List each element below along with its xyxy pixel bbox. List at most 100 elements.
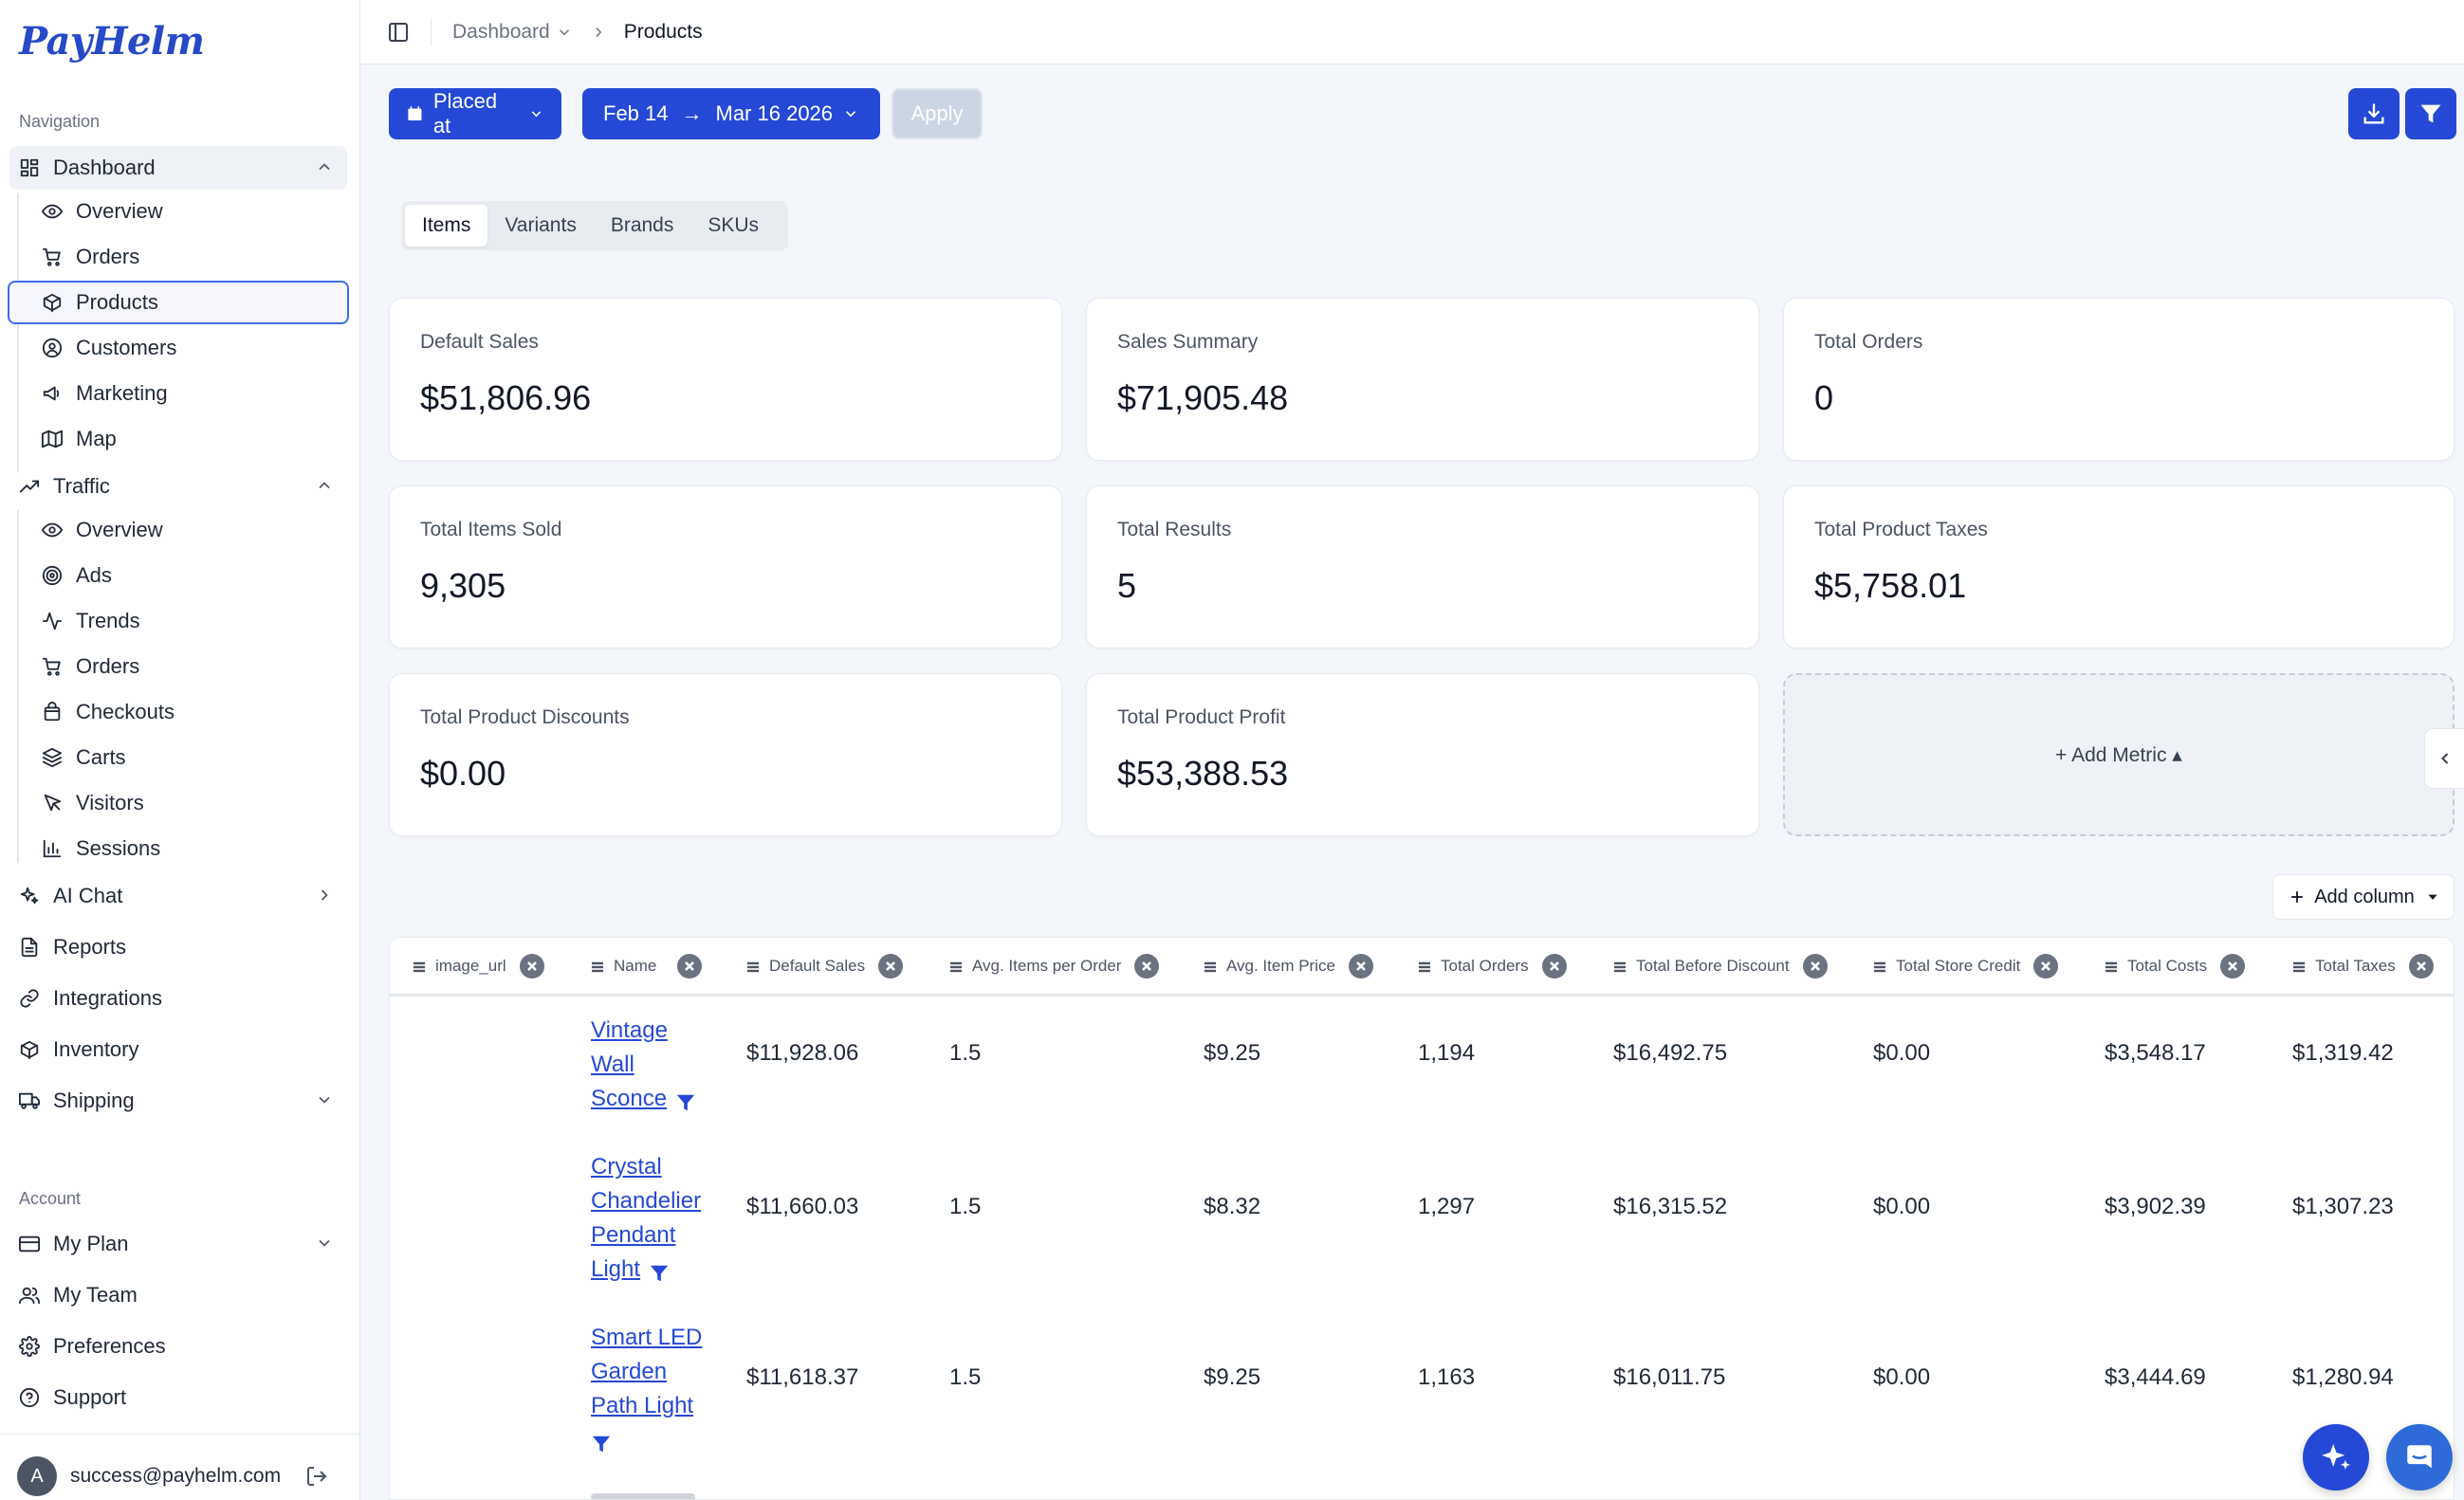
drag-handle-icon[interactable] [1418,960,1431,973]
chat-support-button[interactable] [2386,1424,2453,1491]
product-name-link-line[interactable]: Crystal [591,1154,662,1180]
drag-handle-icon[interactable] [2105,960,2118,973]
sidebar-item-trends[interactable]: Trends [9,599,347,643]
remove-column-icon[interactable] [1134,954,1160,979]
product-name-link-line[interactable]: Pendant [591,1222,676,1248]
product-name-link-line[interactable]: Wall [591,1052,634,1077]
remove-column-icon[interactable] [2408,954,2434,979]
date-range-picker[interactable]: Feb 14 → Mar 16 2026 [582,88,880,139]
sidebar-item-dashboard-orders[interactable]: Orders [9,235,347,279]
remove-column-icon[interactable] [878,954,904,979]
metric-card-total-product-profit[interactable]: Total Product Profit $53,388.53 [1086,673,1759,836]
tab-items[interactable]: Items [405,205,488,247]
drag-handle-icon[interactable] [746,960,760,973]
drag-handle-icon[interactable] [2292,960,2306,973]
sidebar-item-my-plan[interactable]: My Plan [9,1222,347,1266]
remove-column-icon[interactable] [1348,954,1373,979]
sidebar-item-marketing[interactable]: Marketing [9,372,347,415]
sidebar-item-visitors[interactable]: Visitors [9,781,347,825]
apply-button[interactable]: Apply [892,88,983,139]
remove-column-icon[interactable] [2033,954,2059,979]
drag-handle-icon[interactable] [1204,960,1217,973]
remove-column-icon[interactable] [677,954,703,979]
column-header-avg-item-price[interactable]: Avg. Item Price [1204,938,1373,995]
column-header-total-store-credit[interactable]: Total Store Credit [1873,938,2059,995]
sidebar-item-dashboard-overview[interactable]: Overview [9,190,347,233]
sidebar-item-traffic-overview[interactable]: Overview [9,508,347,552]
sidebar-item-traffic-orders[interactable]: Orders [9,645,347,688]
metric-card-total-product-discounts[interactable]: Total Product Discounts $0.00 [389,673,1062,836]
sidebar-item-traffic[interactable]: Traffic [9,465,347,508]
sidebar-item-integrations[interactable]: Integrations [9,977,347,1020]
product-name-cell[interactable]: Vintage Wall Sconce [591,1014,714,1116]
chevron-down-icon[interactable] [315,1090,334,1109]
download-button[interactable] [2348,88,2400,139]
sidebar-item-products[interactable]: Products [8,281,349,324]
product-name-link-line[interactable]: Chandelier [591,1188,702,1214]
product-name-link-line[interactable]: Sconce [591,1086,668,1111]
sidebar-item-ads[interactable]: Ads [9,554,347,597]
column-header-name[interactable]: Name [591,938,703,995]
sidebar-item-checkouts[interactable]: Checkouts [9,690,347,734]
add-column-button[interactable]: Add column [2272,874,2455,920]
sidebar-item-my-team[interactable]: My Team [9,1273,347,1317]
product-name-link-line[interactable]: Smart LED [591,1325,703,1350]
chevron-down-icon[interactable] [315,1234,334,1253]
funnel-icon[interactable] [675,1089,696,1110]
drag-handle-icon[interactable] [1873,960,1886,973]
sidebar-item-support[interactable]: Support [9,1376,347,1419]
column-header-default-sales[interactable]: Default Sales [746,938,904,995]
column-header-avg-items-per-order[interactable]: Avg. Items per Order [949,938,1160,995]
avatar[interactable]: A [17,1456,57,1496]
sidebar-item-ai-chat[interactable]: AI Chat [9,874,347,918]
product-name-link-line[interactable]: Path Light [591,1393,694,1418]
ai-assistant-button[interactable] [2303,1424,2369,1491]
payhelm-logo[interactable]: PayHelm [19,19,205,64]
metric-card-total-orders[interactable]: Total Orders 0 [1783,298,2455,461]
add-metric-button[interactable]: + Add Metric ▴ [1783,673,2455,836]
metric-card-total-items-sold[interactable]: Total Items Sold 9,305 [389,485,1062,649]
column-header-total-orders[interactable]: Total Orders [1418,938,1567,995]
remove-column-icon[interactable] [1802,954,1828,979]
funnel-icon[interactable] [591,1431,612,1452]
column-header-total-costs[interactable]: Total Costs [2105,938,2246,995]
sidebar-item-customers[interactable]: Customers [9,326,347,370]
chevron-right-icon[interactable] [315,886,334,905]
chevron-up-icon[interactable] [315,157,334,176]
chevron-up-icon[interactable] [315,476,334,495]
sidebar-item-carts[interactable]: Carts [9,736,347,779]
logout-icon[interactable] [305,1465,328,1488]
filter-button[interactable] [2405,88,2456,139]
product-name-link-line[interactable]: Vintage [591,1017,668,1043]
sidebar-item-map[interactable]: Map [9,417,347,461]
product-name-cell[interactable]: Smart LED Garden Path Light [591,1321,714,1457]
tab-skus[interactable]: SKUs [708,214,760,236]
tab-variants[interactable]: Variants [505,214,577,236]
sidebar-toggle-icon[interactable] [387,21,410,44]
drag-handle-icon[interactable] [413,960,426,973]
column-header-total-before-discount[interactable]: Total Before Discount [1613,938,1828,995]
sidebar-item-reports[interactable]: Reports [9,925,347,969]
sidebar-item-preferences[interactable]: Preferences [9,1325,347,1368]
metric-card-default-sales[interactable]: Default Sales $51,806.96 [389,298,1062,461]
sidebar-item-dashboard[interactable]: Dashboard [9,146,347,190]
metric-card-total-results[interactable]: Total Results 5 [1086,485,1759,649]
metric-card-total-product-taxes[interactable]: Total Product Taxes $5,758.01 [1783,485,2455,649]
product-name-link-line[interactable]: Garden [591,1359,668,1384]
sidebar-item-sessions[interactable]: Sessions [9,827,347,870]
tab-brands[interactable]: Brands [610,214,674,236]
drag-handle-icon[interactable] [591,960,604,973]
product-name-cell[interactable]: Crystal Chandelier Pendant Light [591,1150,714,1287]
column-header-image-url[interactable]: image_url [413,938,544,995]
side-panel-toggle[interactable] [2424,728,2464,789]
column-header-total-taxes[interactable]: Total Taxes [2292,938,2434,995]
sidebar-item-inventory[interactable]: Inventory [9,1028,347,1071]
funnel-icon[interactable] [649,1260,670,1281]
drag-handle-icon[interactable] [1613,960,1627,973]
sidebar-item-shipping[interactable]: Shipping [9,1079,347,1123]
user-profile[interactable]: A success@payhelm.com [17,1455,349,1497]
product-name-link-line[interactable]: Light [591,1256,641,1282]
remove-column-icon[interactable] [2220,954,2246,979]
breadcrumb-dashboard[interactable]: Dashboard [452,21,573,44]
remove-column-icon[interactable] [1541,954,1567,979]
